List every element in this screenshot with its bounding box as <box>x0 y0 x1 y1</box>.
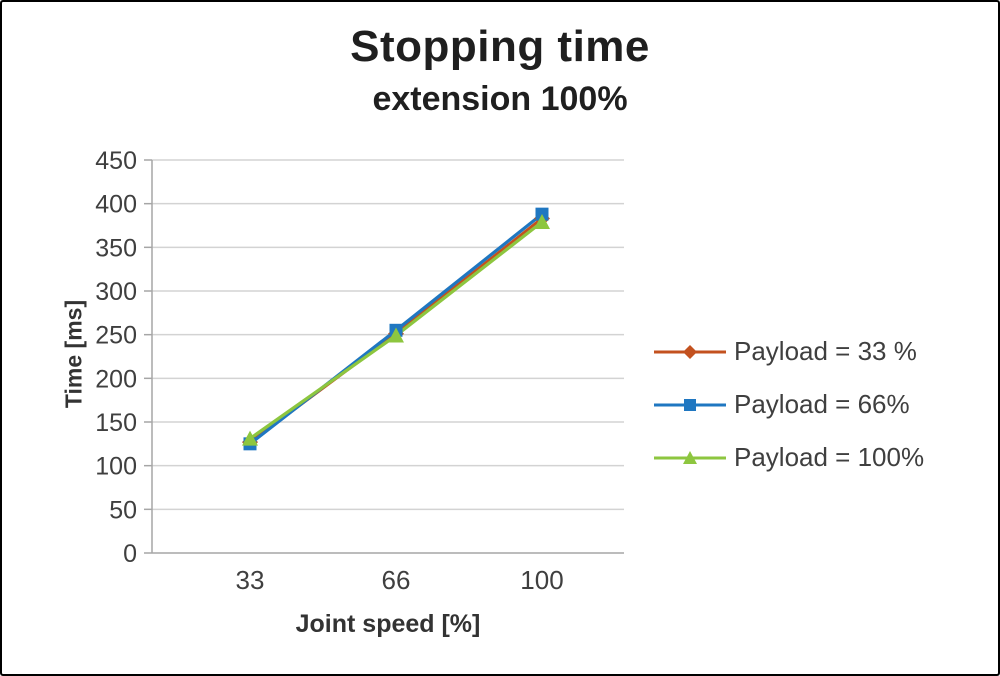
y-tick-label: 450 <box>95 147 137 175</box>
legend-label-2: Payload = 100% <box>734 442 925 472</box>
y-tick-label: 250 <box>95 322 137 350</box>
y-tick-label: 200 <box>95 365 137 393</box>
series-2-marker-triangle <box>534 214 550 230</box>
y-tick-label: 50 <box>109 496 137 524</box>
chart-title: Stopping time <box>350 22 650 71</box>
x-category-label: 66 <box>382 565 411 595</box>
legend-label-1: Payload = 66% <box>734 389 910 419</box>
y-tick-label: 300 <box>95 278 137 306</box>
x-category-label: 100 <box>520 565 563 595</box>
y-tick-label: 0 <box>123 540 137 568</box>
legend-sample-diamond-icon <box>654 344 726 359</box>
x-axis-title: Joint speed [%] <box>295 610 481 638</box>
series-2-marker-triangle <box>388 327 404 343</box>
legend-sample-square-icon <box>654 398 726 411</box>
legend: Payload = 33 % Payload = 66% Payload = 100… <box>654 336 924 473</box>
y-tick-label: 100 <box>95 453 137 481</box>
legend-item-0: Payload = 33 % <box>654 336 924 367</box>
y-tick-label: 150 <box>95 409 137 437</box>
y-tick-label: 400 <box>95 191 137 219</box>
legend-item-2: Payload = 100% <box>654 442 924 473</box>
series-2-marker-triangle <box>242 430 258 446</box>
legend-sample-triangle-icon <box>654 450 726 464</box>
y-tick-label: 350 <box>95 234 137 262</box>
legend-label-0: Payload = 33 % <box>734 336 917 366</box>
x-category-label: 33 <box>236 565 265 595</box>
chart-subtitle: extension 100% <box>372 80 628 118</box>
legend-item-1: Payload = 66% <box>654 389 924 420</box>
y-axis-title: Time [ms] <box>60 299 87 409</box>
